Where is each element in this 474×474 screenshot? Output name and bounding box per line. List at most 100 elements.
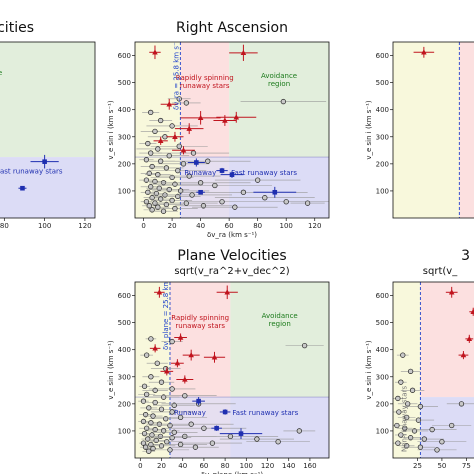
data-point-gray: [158, 117, 164, 124]
data-point-red: [157, 137, 164, 144]
data-point-gray: [398, 432, 404, 438]
axes-frame: [134, 281, 330, 459]
chart-subtitle: sqrt(v_: [423, 266, 458, 277]
x-tick-label: 100: [280, 222, 293, 230]
data-point-gray: [209, 440, 216, 446]
data-point-red: [152, 49, 158, 55]
region-label-fast: Fast runaway stars: [232, 409, 298, 417]
y-tick-label: 100: [376, 187, 389, 195]
data-point-red: [448, 289, 455, 295]
data-point-red: [197, 114, 204, 121]
region-spinning: [180, 42, 230, 158]
region-label-runaway: Runaway: [184, 169, 216, 177]
x-tick-label: 120: [308, 222, 321, 230]
data-point-gray: [169, 386, 175, 392]
panel-3d-clipped: Non-runaway stars 25 50 75 100 200 300 400 500 60…: [365, 248, 474, 470]
y-tick-label: 500: [376, 319, 389, 327]
data-point-gray: [301, 342, 308, 349]
region-avoidance: [0, 42, 95, 158]
data-point-gray: [144, 391, 150, 398]
data-point-blue: [198, 189, 203, 195]
data-point-gray: [402, 425, 408, 431]
data-point-gray: [154, 360, 160, 366]
data-point-blue: [219, 168, 225, 173]
data-point-gray: [190, 150, 197, 156]
x-tick-label: 20: [157, 462, 166, 470]
data-point-gray: [197, 180, 204, 186]
y-tick-label: 500: [376, 79, 389, 87]
data-point-gray: [280, 98, 287, 105]
axes-frame: [0, 41, 96, 219]
region-runaway: [169, 397, 231, 458]
data-point-gray: [146, 448, 152, 454]
region-fast: [420, 397, 474, 458]
data-point-gray: [254, 436, 260, 442]
region-label-spinning: Rapidly spinning: [176, 74, 234, 82]
data-point-gray: [415, 417, 422, 423]
data-point-gray: [152, 128, 158, 135]
data-point-gray: [172, 205, 178, 212]
data-point-red: [166, 101, 173, 107]
data-point-gray: [449, 422, 455, 429]
x-tick-label: 80: [253, 222, 262, 230]
data-point-gray: [169, 197, 175, 204]
data-point-gray: [421, 436, 427, 442]
threshold-label: δv_ra = 25.8 km s⁻¹: [172, 39, 180, 110]
x-tick-label: 60: [199, 462, 208, 470]
region-label-avoidance: Avoidance: [0, 69, 2, 77]
data-point-red: [186, 125, 193, 131]
data-point-blue: [42, 159, 47, 164]
data-point-gray: [262, 195, 268, 201]
x-tick-label: 50: [437, 462, 446, 470]
data-point-gray: [458, 401, 465, 407]
data-point-red: [421, 49, 427, 55]
y-tick-label: 600: [376, 52, 389, 60]
y-tick-label: 400: [118, 346, 131, 354]
x-tick-label: 40: [178, 462, 187, 470]
region-nonrunaway: [393, 42, 460, 218]
y-tick-label: 200: [376, 400, 389, 408]
y-axis-label: v_e sin i (km s⁻¹): [365, 340, 373, 400]
region-fast: [0, 157, 95, 218]
y-axis-label: v_e sin i (km s⁻¹): [107, 100, 115, 160]
data-point-gray: [192, 444, 199, 450]
data-point-gray: [148, 150, 154, 156]
data-point-gray: [176, 143, 182, 149]
x-tick-label: 75: [462, 462, 471, 470]
x-tick-label: 0: [138, 462, 142, 470]
region-label-nonrunaway: Non-runaway stars: [401, 386, 409, 452]
data-point-blue: [196, 398, 201, 404]
x-tick-label: 120: [78, 222, 91, 230]
x-tick-label: 160: [303, 462, 316, 470]
data-point-gray: [212, 182, 218, 189]
y-tick-label: 300: [118, 133, 131, 141]
data-point-gray: [417, 444, 424, 450]
x-tick-label: 20: [168, 222, 177, 230]
data-point-blue: [194, 160, 199, 165]
y-tick-label: 400: [118, 106, 131, 114]
data-point-gray: [169, 409, 175, 415]
data-point-red: [460, 352, 467, 358]
y-tick-label: 200: [118, 400, 131, 408]
data-point-gray: [182, 393, 188, 399]
data-point-gray: [145, 140, 151, 147]
data-point-blue: [229, 172, 235, 177]
data-point-gray: [188, 421, 194, 427]
data-point-gray: [176, 96, 182, 102]
plot-area: Avoidanceregionast runaway stars: [0, 42, 95, 218]
x-tick-label: 140: [282, 462, 295, 470]
y-tick-label: 500: [118, 319, 131, 327]
data-point-gray: [227, 433, 234, 439]
y-axis-label: v_e sin i (km s⁻¹): [365, 100, 373, 160]
region-label-avoidance: region: [269, 320, 291, 328]
y-tick-label: 100: [118, 187, 131, 195]
data-point-gray: [177, 414, 184, 421]
y-tick-label: 300: [376, 373, 389, 381]
region-label-fast: Fast runaway stars: [231, 169, 297, 177]
data-point-gray: [400, 352, 406, 358]
y-tick-label: 100: [118, 427, 131, 435]
data-point-gray: [148, 109, 154, 116]
